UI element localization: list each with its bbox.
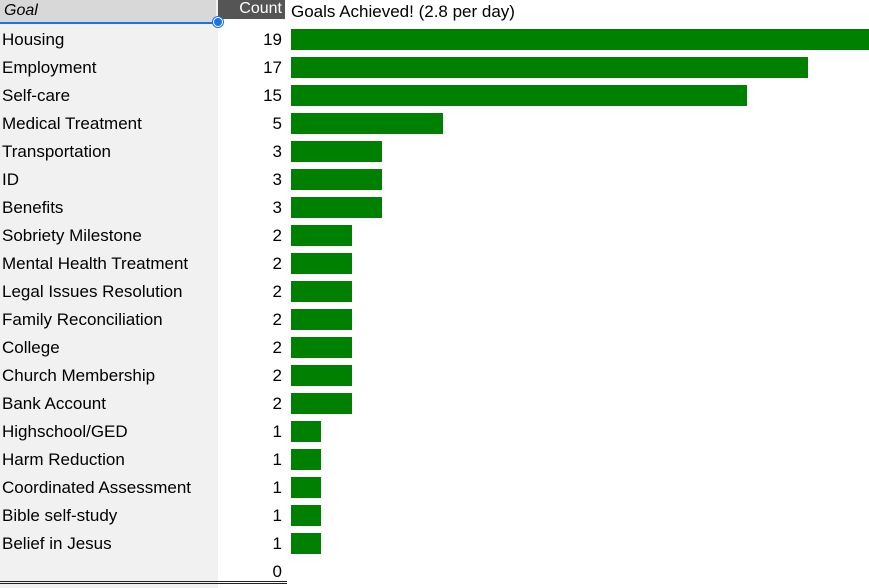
goal-bar	[291, 85, 747, 106]
goal-bar	[291, 253, 352, 274]
goal-row: Bible self-study 1	[0, 502, 869, 530]
goal-row: Legal Issues Resolution 2	[0, 278, 869, 306]
goal-row: Benefits 3	[0, 194, 869, 222]
goal-count-cell[interactable]: 3	[272, 170, 282, 189]
goal-count-cell[interactable]: 2	[272, 226, 282, 245]
goal-row: Transportation 3	[0, 138, 869, 166]
goal-label-cell[interactable]: Medical Treatment	[2, 114, 142, 133]
chart-title: Goals Achieved! (2.8 per day)	[291, 2, 515, 21]
goal-count-cell[interactable]: 5	[272, 114, 282, 133]
goal-row: ID 3	[0, 166, 869, 194]
goal-count-cell[interactable]: 1	[272, 534, 282, 553]
goal-count-cell[interactable]: 19	[263, 30, 282, 49]
total-row: 0	[0, 558, 869, 586]
goal-label-cell[interactable]: Sobriety Milestone	[2, 226, 142, 245]
goal-count-cell[interactable]: 2	[272, 282, 282, 301]
goal-label-cell[interactable]: College	[2, 338, 60, 357]
goal-count-cell[interactable]: 1	[272, 450, 282, 469]
goal-count-cell[interactable]: 1	[272, 478, 282, 497]
goal-bar	[291, 29, 869, 50]
total-count-cell[interactable]: 0	[272, 562, 282, 581]
goal-bar	[291, 393, 352, 414]
goal-row: Sobriety Milestone 2	[0, 222, 869, 250]
count-header-cell[interactable]: Count	[218, 0, 285, 19]
goal-row: Mental Health Treatment 2	[0, 250, 869, 278]
goal-bar	[291, 169, 382, 190]
goal-bar	[291, 197, 382, 218]
goal-label-cell[interactable]: Benefits	[2, 198, 64, 217]
goal-row: Employment 17	[0, 54, 869, 82]
goal-label-cell[interactable]: Family Reconciliation	[2, 310, 163, 329]
goal-count-cell[interactable]: 2	[272, 254, 282, 273]
goal-bar	[291, 533, 321, 554]
goal-label-cell[interactable]: Belief in Jesus	[2, 534, 112, 553]
goal-row: Self-care 15	[0, 82, 869, 110]
table-bottom-border	[0, 581, 287, 584]
goal-label-cell[interactable]: Harm Reduction	[2, 450, 125, 469]
goal-row: Harm Reduction 1	[0, 446, 869, 474]
goal-bar	[291, 309, 352, 330]
count-column	[218, 0, 287, 588]
goal-label-cell[interactable]: Coordinated Assessment	[2, 478, 191, 497]
goal-label-cell[interactable]: Self-care	[2, 86, 71, 105]
goal-label-cell[interactable]: ID	[2, 170, 19, 189]
goal-row: Highschool/GED 1	[0, 418, 869, 446]
goal-bar	[291, 421, 321, 442]
goal-count-cell[interactable]: 3	[272, 142, 282, 161]
goal-count-cell[interactable]: 17	[263, 58, 282, 77]
goal-bar	[291, 57, 808, 78]
goal-label-cell[interactable]: Bible self-study	[2, 506, 118, 525]
goal-label-cell[interactable]: Highschool/GED	[2, 422, 128, 441]
goal-count-cell[interactable]: 2	[272, 394, 282, 413]
goal-label-cell[interactable]: Employment	[2, 58, 97, 77]
goal-count-cell[interactable]: 3	[272, 198, 282, 217]
goal-count-cell[interactable]: 1	[272, 422, 282, 441]
goal-row: Belief in Jesus 1	[0, 530, 869, 558]
goal-label-cell[interactable]: Housing	[2, 30, 65, 49]
goal-label-cell[interactable]: Transportation	[2, 142, 111, 161]
selection-fill-handle[interactable]	[213, 17, 223, 27]
goal-count-cell[interactable]: 1	[272, 506, 282, 525]
goal-bar	[291, 225, 352, 246]
goal-label-cell[interactable]: Legal Issues Resolution	[2, 282, 183, 301]
goal-row: Family Reconciliation 2	[0, 306, 869, 334]
goal-bar	[291, 141, 382, 162]
goal-bar	[291, 365, 352, 386]
goal-count-cell[interactable]: 2	[272, 310, 282, 329]
goal-row: Bank Account 2	[0, 390, 869, 418]
goal-bar	[291, 449, 321, 470]
goal-row: Coordinated Assessment 1	[0, 474, 869, 502]
goal-bar	[291, 281, 352, 302]
goal-row: Housing 19	[0, 26, 869, 54]
goal-bar	[291, 477, 321, 498]
goal-bar	[291, 337, 352, 358]
goal-header-cell[interactable]: Goal	[0, 0, 216, 24]
goal-row: Medical Treatment 5	[0, 110, 869, 138]
goal-bar	[291, 113, 443, 134]
goal-row: Church Membership 2	[0, 362, 869, 390]
goal-count-cell[interactable]: 2	[272, 366, 282, 385]
goal-label-cell[interactable]: Church Membership	[2, 366, 156, 385]
goal-row: College 2	[0, 334, 869, 362]
goal-count-cell[interactable]: 15	[263, 86, 282, 105]
goal-bar	[291, 505, 321, 526]
goal-column	[0, 0, 218, 588]
goal-label-cell[interactable]: Bank Account	[2, 394, 106, 413]
goal-label-cell[interactable]: Mental Health Treatment	[2, 254, 189, 273]
goal-count-cell[interactable]: 2	[272, 338, 282, 357]
